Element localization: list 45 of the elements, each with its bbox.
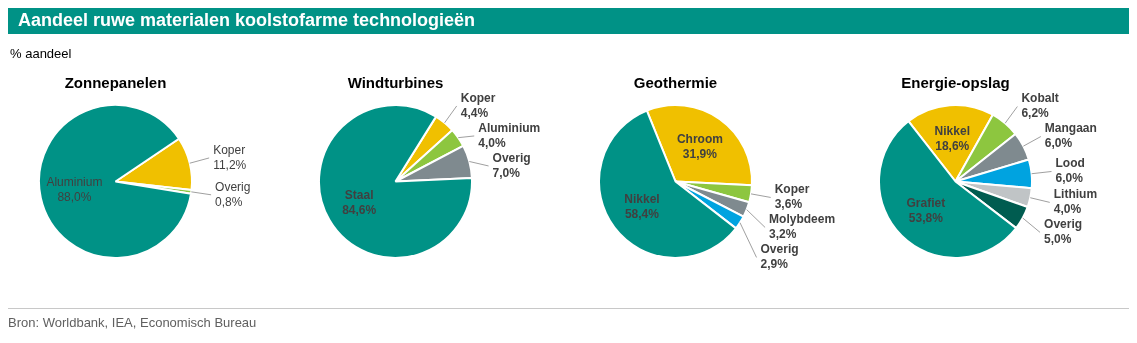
data-label: 7,0% — [492, 165, 521, 180]
data-label: 31,9% — [682, 147, 718, 162]
slice-label: Koper — [460, 90, 496, 105]
slice-label: Grafiet — [906, 196, 946, 211]
slice-label: Molybdeem — [769, 212, 836, 227]
slice-label: Overig — [492, 150, 531, 165]
slice-label: Aluminium — [46, 175, 103, 190]
data-label: 4,0% — [1053, 202, 1082, 217]
data-label: 4,0% — [478, 135, 506, 150]
chart-title: Zonnepanelen — [64, 74, 167, 92]
slice-label: Nikkel — [934, 124, 970, 139]
slice-label: Lood — [1055, 156, 1085, 171]
slice-label: Overig — [215, 179, 251, 194]
slice-label: Overig — [1044, 217, 1083, 232]
data-label: 84,6% — [342, 202, 377, 217]
data-label: 53,8% — [908, 211, 944, 226]
slice-label: Aluminium — [478, 120, 541, 135]
slice-label: Koper — [213, 142, 246, 157]
slice-label: Lithium — [1053, 187, 1098, 202]
slice-label: Kobalt — [1021, 91, 1059, 106]
data-label: 5,0% — [1044, 232, 1072, 247]
text: % aandeel — [10, 46, 73, 61]
data-label: 2,9% — [760, 257, 789, 272]
slice-label: Chroom — [676, 132, 723, 147]
data-label: 6,0% — [1044, 136, 1073, 151]
data-label: 11,2% — [213, 157, 247, 172]
data-label: 0,8% — [215, 194, 243, 209]
data-label: 6,0% — [1055, 171, 1084, 186]
slice-label: Mangaan — [1044, 121, 1097, 136]
data-label: 3,6% — [774, 197, 803, 212]
data-label: 4,4% — [460, 105, 489, 120]
data-label: 18,6% — [935, 139, 970, 154]
data-label: 6,2% — [1021, 106, 1050, 121]
slice-label: Overig — [760, 242, 799, 257]
slice-label: Nikkel — [624, 191, 660, 206]
slice-label: Staal — [344, 187, 374, 202]
chart-title: Windturbines — [347, 74, 444, 92]
chart-title: Geothermie — [633, 74, 718, 92]
slice-label: Koper — [774, 182, 810, 197]
data-label: 3,2% — [769, 227, 797, 242]
data-label: 88,0% — [57, 190, 92, 205]
data-label: 58,4% — [624, 206, 660, 221]
chart-title: Energie-opslag — [901, 74, 1010, 92]
text: Bron: Worldbank, IEA, Economisch Bureau — [8, 308, 1129, 330]
text: Aandeel ruwe materialen koolstofarme technologieën — [8, 8, 1129, 34]
